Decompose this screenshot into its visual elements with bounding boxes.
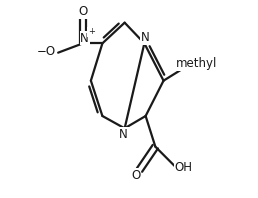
Text: +: +	[88, 27, 95, 36]
Text: O: O	[78, 5, 87, 18]
Text: methyl: methyl	[176, 57, 217, 70]
Text: −O: −O	[37, 45, 56, 58]
Text: O: O	[131, 169, 140, 182]
Text: N: N	[80, 32, 89, 45]
Text: OH: OH	[175, 161, 193, 174]
Text: N: N	[141, 31, 150, 44]
Text: N: N	[119, 128, 128, 141]
